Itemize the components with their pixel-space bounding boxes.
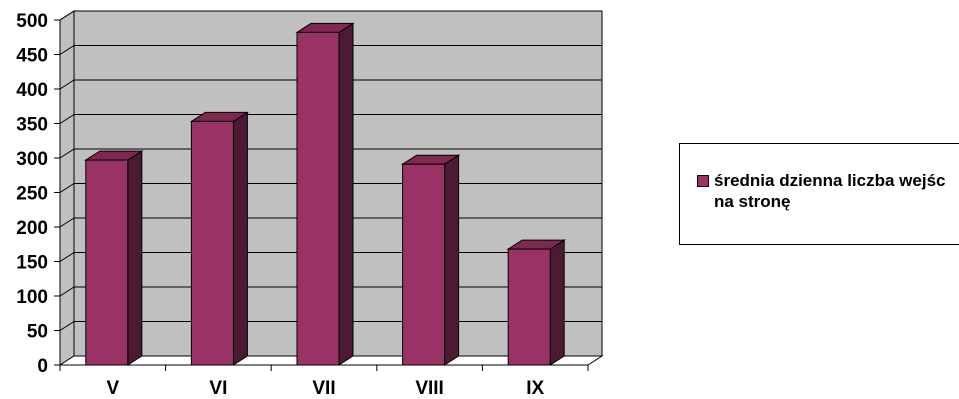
bar (190, 120, 234, 366)
legend-label: średnia dzienna liczba wejśc na stronę (714, 171, 946, 211)
y-tick-label: 500 (16, 11, 48, 32)
y-axis-ticks: 0 50 100 150 200 250 300 350 400 450 500 (16, 11, 60, 377)
y-tick-label: 150 (16, 253, 48, 274)
bar-side (338, 22, 354, 366)
y-tick-label: 250 (16, 184, 48, 205)
bar-side (232, 111, 248, 366)
x-tick-label: IX (526, 378, 544, 399)
gridline (59, 45, 602, 55)
gridline (59, 148, 602, 159)
y-tick-label: 200 (16, 218, 48, 239)
y-tick-label: 100 (16, 287, 48, 308)
bar-side (127, 150, 143, 366)
bar (296, 31, 340, 366)
gridline (59, 114, 602, 124)
gridline (59, 79, 602, 90)
bar-side (444, 154, 460, 366)
x-tick-label: VII (312, 378, 335, 399)
x-tick-label: VIII (415, 378, 444, 399)
x-tick-label: VI (209, 378, 227, 399)
y-tick-label: 50 (27, 322, 48, 343)
x-axis-ticks: V VI VII VIII IX (59, 365, 589, 399)
bar (507, 248, 551, 366)
x-tick-label: V (106, 378, 119, 399)
y-tick-label: 450 (16, 46, 48, 67)
y-tick-label: 300 (16, 149, 48, 170)
bar (85, 159, 129, 366)
y-tick-label: 400 (16, 80, 48, 101)
legend-swatch (697, 175, 709, 187)
y-tick-label: 0 (37, 356, 48, 377)
bar-side (549, 239, 565, 366)
legend: średnia dzienna liczba wejśc na stronę (679, 143, 959, 245)
bar (402, 163, 446, 366)
bars (84, 22, 566, 366)
gridline (59, 10, 602, 21)
y-tick-label: 350 (16, 115, 48, 136)
